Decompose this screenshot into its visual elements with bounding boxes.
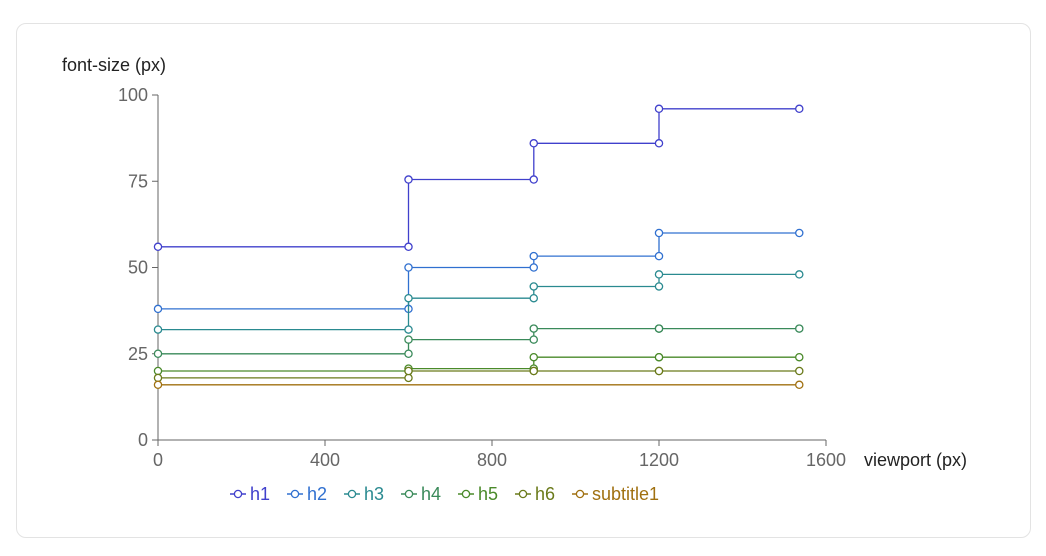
data-point (529, 293, 539, 303)
legend-swatch-marker (518, 489, 528, 499)
legend-label: h2 (307, 484, 327, 504)
legend: h1 h2 h3 h4 h5 h6 subtitle1 (230, 484, 659, 504)
series-subtitle1 (153, 380, 804, 390)
data-point (795, 324, 804, 333)
data-point (153, 366, 163, 376)
data-point (404, 325, 413, 334)
data-point (529, 335, 539, 344)
data-point (153, 304, 163, 314)
series-line-h4 (158, 327, 800, 355)
y-tick-label: 0 (138, 430, 148, 450)
legend-item-subtitle1[interactable]: subtitle1 (572, 484, 659, 504)
data-point (654, 352, 664, 362)
data-point (795, 352, 804, 362)
data-point (404, 263, 413, 272)
legend-item-h3[interactable]: h3 (344, 484, 384, 504)
legend-label: h6 (535, 484, 555, 504)
data-point (795, 104, 804, 114)
data-point (404, 175, 413, 184)
data-point (404, 242, 413, 252)
data-point (795, 380, 804, 390)
data-point (654, 324, 664, 333)
x-tick-label: 1600 (806, 450, 846, 470)
data-point (654, 366, 664, 376)
y-tick-label: 50 (128, 258, 148, 278)
legend-item-h2[interactable]: h2 (287, 484, 327, 504)
series-layer (153, 104, 804, 390)
x-tick-label: 400 (310, 450, 340, 470)
legend-item-h5[interactable]: h5 (458, 484, 498, 504)
legend-label: subtitle1 (592, 484, 659, 504)
data-point (795, 366, 804, 376)
data-point (404, 349, 413, 358)
data-point (795, 270, 804, 279)
series-h6 (153, 366, 804, 383)
legend-item-h1[interactable]: h1 (230, 484, 270, 504)
legend-label: h4 (421, 484, 441, 504)
data-point (529, 324, 539, 333)
legend-swatch-marker (290, 489, 300, 499)
axes: 0 25 50 75 100 0 400 800 1200 1600 (118, 85, 846, 470)
series-line-h3 (158, 273, 800, 331)
data-point (404, 366, 413, 376)
series-line-h2 (158, 232, 800, 310)
data-point (654, 282, 664, 291)
series-line-h6 (158, 370, 800, 379)
legend-label: h1 (250, 484, 270, 504)
data-point (529, 263, 539, 272)
legend-item-h4[interactable]: h4 (401, 484, 441, 504)
data-point (795, 228, 804, 238)
series-h1 (153, 104, 804, 252)
x-tick-label: 800 (477, 450, 507, 470)
legend-label: h3 (364, 484, 384, 504)
data-point (654, 139, 664, 148)
data-point (654, 251, 664, 261)
legend-swatch-marker (461, 489, 471, 499)
legend-swatch-marker (404, 489, 414, 499)
data-point (654, 104, 664, 114)
legend-swatch-marker (347, 489, 357, 499)
series-line-h5 (158, 356, 800, 372)
data-point (153, 325, 163, 334)
data-point (529, 251, 539, 261)
data-point (529, 139, 539, 148)
y-tick-label: 75 (128, 171, 148, 191)
y-axis-title: font-size (px) (62, 55, 166, 75)
y-tick-label: 100 (118, 85, 148, 105)
data-point (404, 335, 413, 344)
data-point (654, 228, 664, 238)
series-line-h1 (158, 108, 800, 248)
data-point (529, 282, 539, 291)
chart-card (16, 23, 1031, 538)
x-tick-label: 1200 (639, 450, 679, 470)
data-point (153, 373, 163, 383)
legend-swatch-marker (575, 489, 585, 499)
data-point (654, 270, 664, 279)
series-h4 (153, 324, 804, 358)
series-h2 (153, 228, 804, 314)
legend-swatch-marker (233, 489, 243, 499)
x-axis-title: viewport (px) (864, 450, 967, 470)
data-point (153, 380, 163, 390)
series-h3 (153, 270, 804, 334)
data-point (404, 373, 413, 383)
legend-item-h6[interactable]: h6 (515, 484, 555, 504)
data-point (153, 349, 163, 358)
y-tick-label: 25 (128, 344, 148, 364)
data-point (529, 366, 539, 376)
x-tick-label: 0 (153, 450, 163, 470)
data-point (529, 175, 539, 184)
legend-label: h5 (478, 484, 498, 504)
data-point (153, 242, 163, 252)
data-point (404, 293, 413, 303)
data-point (529, 352, 539, 362)
